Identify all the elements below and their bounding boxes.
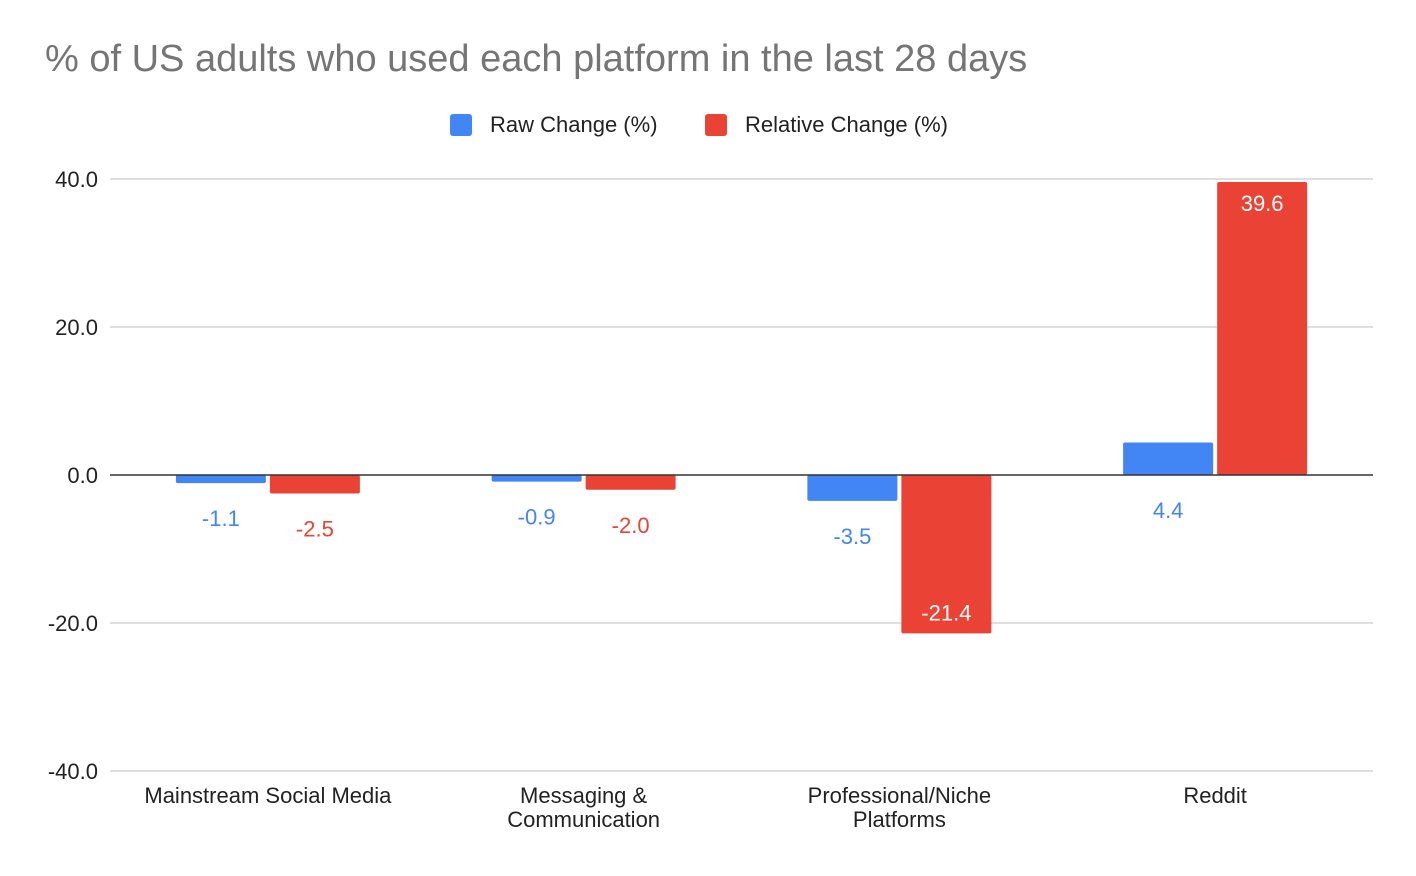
legend-item-raw-change[interactable]: Raw Change (%) <box>450 110 658 140</box>
data-label: -1.1 <box>202 506 240 531</box>
y-tick-label: 0.0 <box>67 463 98 488</box>
y-tick-label: -40.0 <box>48 759 98 784</box>
data-label: 4.4 <box>1153 498 1184 523</box>
chart-title: % of US adults who used each platform in… <box>45 38 1028 80</box>
legend-swatch-raw-change <box>450 114 472 136</box>
x-category-label-line: Mainstream Social Media <box>144 783 392 808</box>
data-label: -2.0 <box>612 513 650 538</box>
legend-label-raw-change: Raw Change (%) <box>490 112 658 137</box>
x-category-label-line: Messaging & <box>520 783 648 808</box>
x-category-label-line: Reddit <box>1183 783 1247 808</box>
bar-raw <box>491 475 582 482</box>
legend-swatch-relative-change <box>705 114 727 136</box>
bar-relative <box>269 475 360 494</box>
x-category-label-line: Communication <box>507 807 660 832</box>
bar-raw <box>175 475 266 484</box>
x-category-label: Mainstream Social Media <box>144 783 392 808</box>
data-label: 39.6 <box>1241 191 1284 216</box>
bar-relative <box>901 475 992 634</box>
legend-label-relative-change: Relative Change (%) <box>745 112 948 137</box>
y-tick-label: 40.0 <box>55 167 98 192</box>
bar-raw <box>1123 442 1214 475</box>
x-category-label-line: Professional/Niche <box>808 783 991 808</box>
data-label: -21.4 <box>921 600 971 625</box>
legend-item-relative-change[interactable]: Relative Change (%) <box>705 110 948 140</box>
data-label: -0.9 <box>518 505 556 530</box>
x-category-label: Reddit <box>1183 783 1247 808</box>
x-category-label: Professional/Niche Platforms <box>808 783 991 832</box>
y-tick-label: 20.0 <box>55 315 98 340</box>
bar-raw <box>807 475 898 501</box>
legend: Raw Change (%) Relative Change (%) <box>0 110 1416 140</box>
bar-relative <box>1217 181 1308 475</box>
x-category-label-line: Platforms <box>853 807 946 832</box>
data-label: -3.5 <box>833 524 871 549</box>
x-category-label: Messaging & Communication <box>507 783 660 832</box>
data-label: -2.5 <box>296 517 334 542</box>
bar-relative <box>585 475 676 490</box>
y-tick-label: -20.0 <box>48 611 98 636</box>
